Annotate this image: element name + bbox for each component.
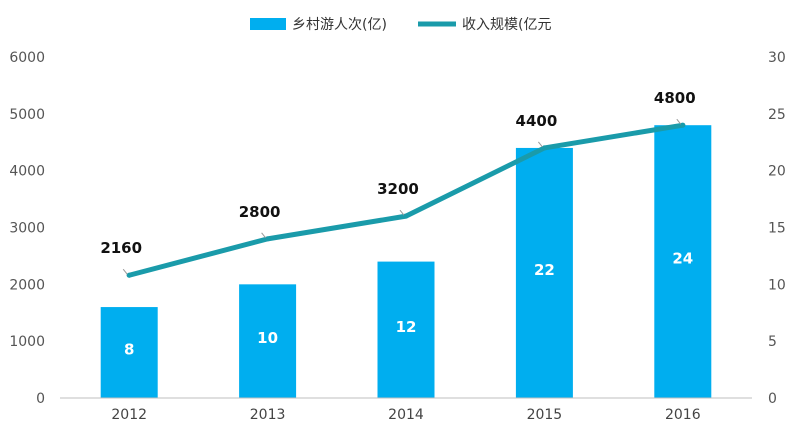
line-point [403, 213, 409, 219]
right-axis-tick-label: 5 [768, 334, 777, 350]
right-axis-tick-label: 15 [768, 221, 786, 237]
x-axis-tick-label: 2014 [388, 407, 424, 423]
bar-value-label: 12 [396, 318, 417, 336]
bar [239, 284, 297, 398]
data-label-leader [676, 118, 682, 125]
data-label-leader [538, 141, 543, 148]
left-axis-tick-label: 1000 [9, 334, 45, 350]
bar-value-label: 8 [124, 341, 134, 359]
line-value-label: 4800 [654, 89, 696, 107]
right-axis-tick-label: 30 [768, 50, 786, 66]
left-axis-tick-label: 0 [36, 391, 45, 407]
line-value-label: 2800 [239, 203, 281, 221]
left-axis-tick-label: 5000 [9, 107, 45, 123]
bar [377, 261, 435, 398]
bar [100, 307, 158, 398]
data-label-leader [122, 268, 128, 275]
x-axis-tick-label: 2012 [111, 407, 147, 423]
left-axis-tick-label: 6000 [9, 50, 45, 66]
right-axis-tick-label: 10 [768, 277, 786, 293]
line-point [541, 145, 547, 151]
x-axis-tick-label: 2015 [527, 407, 563, 423]
bar [515, 147, 573, 398]
left-axis: 0 1000 2000 3000 4000 5000 6000 [9, 50, 45, 407]
left-axis-tick-label: 3000 [9, 221, 45, 237]
legend-label-line: 收入规模(亿元 [462, 17, 551, 33]
series-line [126, 122, 686, 278]
legend-label-bar: 乡村游人次(亿) [292, 17, 387, 33]
line-point [126, 272, 132, 278]
bar-value-label: 22 [534, 261, 555, 279]
data-label-leader [261, 232, 266, 239]
left-axis-tick-label: 2000 [9, 277, 45, 293]
bar-series: 8 10 12 22 24 [100, 125, 712, 398]
bar-value-label: 24 [672, 250, 693, 268]
line-series: 2160 2800 3200 4400 4800 [100, 89, 696, 278]
left-axis-tick-label: 4000 [9, 164, 45, 180]
line-value-label: 2160 [100, 239, 142, 257]
line-point [265, 236, 271, 242]
right-axis-tick-label: 20 [768, 164, 786, 180]
line-value-label: 3200 [377, 180, 419, 198]
right-axis-tick-label: 25 [768, 107, 786, 123]
bar [654, 125, 712, 398]
x-axis-tick-label: 2016 [665, 407, 701, 423]
x-axis: 2012 2013 2014 2015 2016 [60, 397, 752, 423]
line-point [680, 122, 686, 128]
legend: 乡村游人次(亿) 收入规模(亿元 [250, 17, 551, 33]
bar-value-label: 10 [257, 329, 278, 347]
right-axis-tick-label: 0 [768, 391, 777, 407]
line-value-label: 4400 [516, 112, 558, 130]
data-label-leader [399, 209, 405, 216]
right-axis: 0 5 10 15 20 25 30 [768, 50, 786, 407]
legend-swatch-bar [250, 18, 286, 30]
x-axis-tick-label: 2013 [250, 407, 286, 423]
